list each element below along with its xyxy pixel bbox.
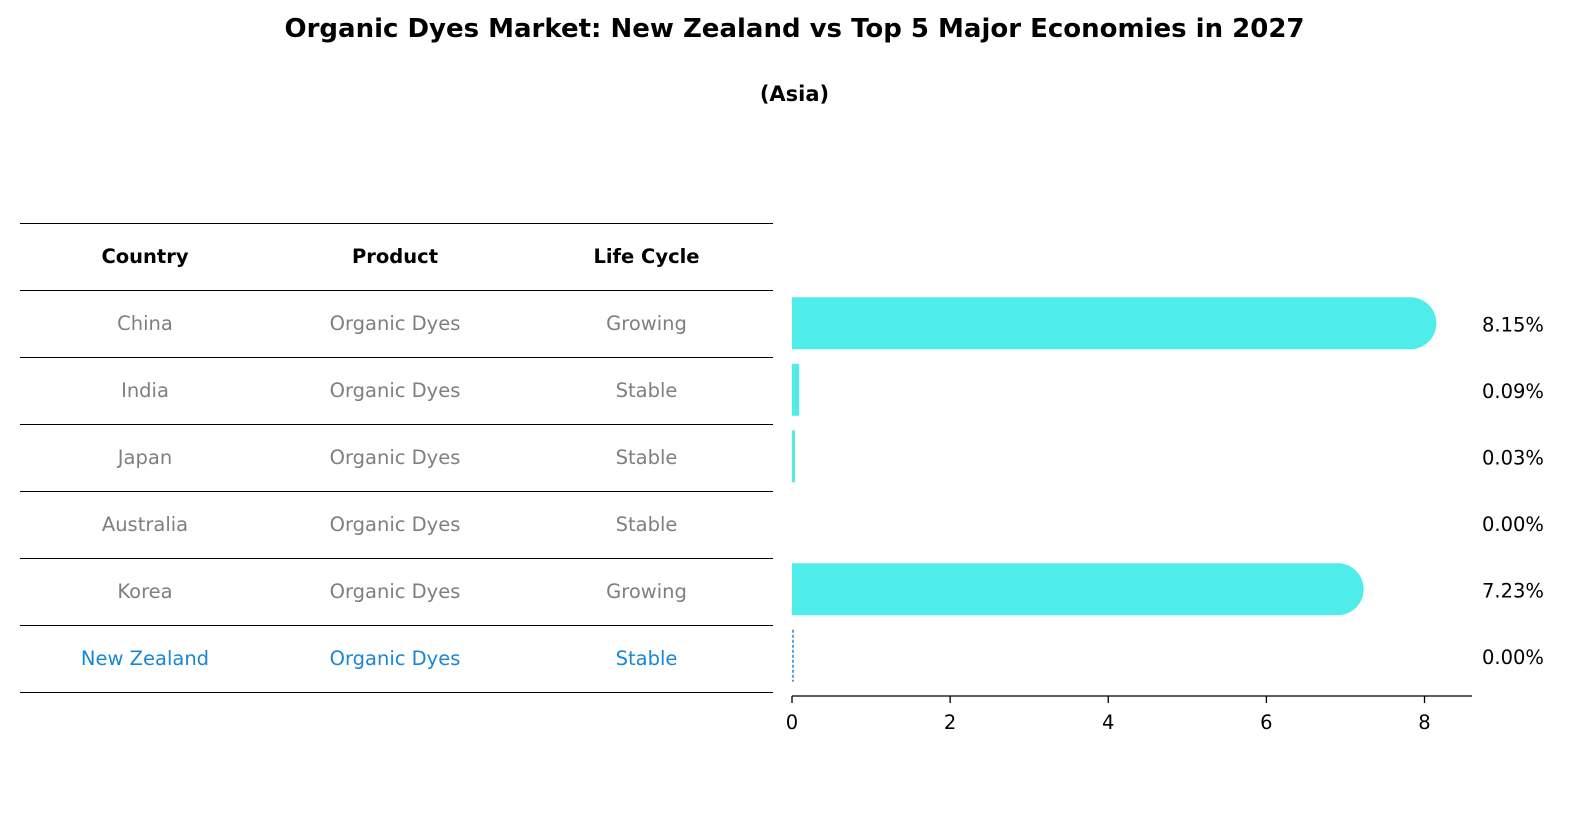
header-life-cycle: Life Cycle	[593, 245, 700, 268]
cell-life-cycle: Stable	[615, 647, 678, 670]
cell-product: Organic Dyes	[329, 513, 461, 536]
value-label-japan: 0.03%	[1482, 446, 1544, 469]
cell-product: Organic Dyes	[329, 580, 461, 603]
bar-india	[792, 363, 800, 416]
table-header-row: Country Product Life Cycle	[20, 223, 773, 290]
header-country: Country	[101, 245, 189, 268]
bar-japan	[792, 430, 795, 483]
cell-country: India	[121, 379, 169, 402]
cell-country: Japan	[117, 446, 173, 469]
table-row: India Organic Dyes Stable	[20, 357, 773, 424]
x-tick-label-2: 2	[944, 711, 956, 734]
value-label-australia: 0.00%	[1482, 513, 1544, 536]
cell-country: China	[117, 312, 173, 335]
chart-title: Organic Dyes Market: New Zealand vs Top …	[284, 14, 1305, 44]
value-label-korea: 7.23%	[1482, 579, 1544, 602]
cell-product: Organic Dyes	[329, 379, 461, 402]
x-tick-label-0: 0	[786, 711, 798, 734]
value-label-new-zealand: 0.00%	[1482, 646, 1544, 669]
x-tick-label-4: 4	[1102, 711, 1114, 734]
cell-product: Organic Dyes	[329, 647, 461, 670]
cell-life-cycle: Stable	[615, 379, 678, 402]
bar-korea	[792, 563, 1364, 616]
x-tick-label-6: 6	[1260, 711, 1272, 734]
value-label-india: 0.09%	[1482, 380, 1544, 403]
data-table: Country Product Life Cycle China Organic…	[20, 223, 773, 693]
table-row-highlighted: New Zealand Organic Dyes Stable	[20, 625, 773, 693]
cell-life-cycle: Stable	[615, 513, 678, 536]
cell-life-cycle: Stable	[615, 446, 678, 469]
x-tick-label-8: 8	[1418, 711, 1430, 734]
bar-china	[792, 297, 1437, 350]
table-row: China Organic Dyes Growing	[20, 290, 773, 357]
cell-life-cycle: Growing	[606, 580, 687, 603]
cell-country: New Zealand	[80, 647, 210, 670]
chart-subtitle: (Asia)	[759, 82, 830, 106]
cell-life-cycle: Growing	[606, 312, 687, 335]
cell-country: Australia	[101, 513, 189, 536]
table-row: Korea Organic Dyes Growing	[20, 558, 773, 625]
cell-product: Organic Dyes	[329, 312, 461, 335]
cell-country: Korea	[117, 580, 173, 603]
cell-product: Organic Dyes	[329, 446, 461, 469]
value-label-china: 8.15%	[1482, 313, 1544, 336]
header-product: Product	[351, 245, 439, 268]
table-row: Australia Organic Dyes Stable	[20, 491, 773, 558]
table-row: Japan Organic Dyes Stable	[20, 424, 773, 491]
